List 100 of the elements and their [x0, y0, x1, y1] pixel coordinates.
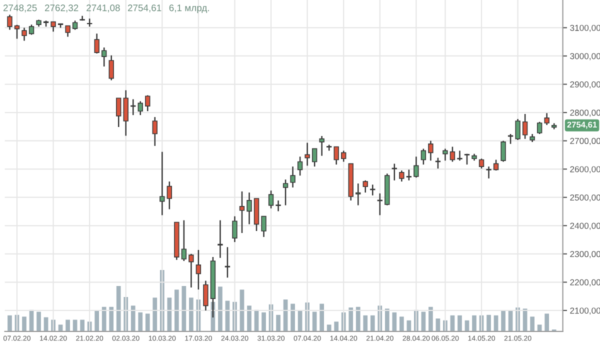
candlestick	[268, 190, 274, 210]
candlestick	[218, 220, 223, 258]
bar	[109, 306, 114, 332]
bar	[145, 314, 150, 332]
candlestick	[160, 151, 165, 216]
candlestick	[428, 140, 434, 162]
bar	[537, 324, 542, 332]
candlestick	[399, 170, 404, 182]
bar	[428, 306, 433, 332]
bar	[189, 298, 194, 332]
candlestick	[246, 192, 252, 225]
candlestick	[203, 280, 208, 312]
candlestick	[28, 24, 34, 36]
bar	[276, 314, 280, 332]
annotation: 6,1 млрд.	[169, 4, 209, 14]
bar	[116, 286, 121, 332]
bar	[530, 316, 534, 332]
candlestick	[536, 121, 542, 135]
candlestick	[362, 180, 368, 194]
candlestick	[232, 216, 238, 243]
candlestick	[196, 249, 202, 290]
candlestick	[486, 166, 492, 180]
candlestick	[22, 27, 27, 42]
candlestick	[297, 156, 303, 176]
bar	[458, 315, 462, 332]
bar	[22, 316, 26, 332]
candlestick	[414, 156, 419, 178]
candlestick	[515, 118, 520, 141]
bar	[399, 316, 404, 332]
bar	[370, 315, 375, 332]
candlestick	[224, 246, 230, 278]
candlestick	[319, 135, 324, 156]
annotation: 2748,25	[3, 4, 37, 12]
candlestick	[370, 184, 376, 196]
bar	[66, 320, 70, 332]
annotation: 2754,61	[128, 4, 162, 12]
bar	[326, 324, 332, 332]
candlestick	[522, 113, 528, 140]
candlestick	[544, 112, 550, 126]
candlestick	[261, 216, 266, 238]
bar	[334, 322, 339, 332]
candlestick	[94, 33, 100, 54]
candlestick	[181, 220, 187, 262]
candlestick	[276, 200, 281, 212]
candlestick	[420, 148, 426, 166]
candlestick	[334, 146, 339, 166]
bar	[36, 312, 41, 332]
bar	[262, 312, 266, 332]
bar	[152, 298, 158, 332]
bar	[421, 312, 426, 332]
candlestick	[123, 90, 128, 136]
text: 2754,61	[567, 122, 597, 129]
bar	[80, 320, 84, 332]
bar	[363, 315, 368, 332]
candlestick	[457, 150, 462, 162]
bar	[247, 306, 252, 332]
candlestick	[500, 140, 506, 162]
bar	[312, 312, 317, 332]
candlestick	[478, 158, 484, 170]
annotation: 2762,32	[44, 4, 78, 12]
candlestick	[145, 94, 150, 112]
candlestick	[65, 25, 70, 38]
candlestick	[493, 159, 499, 172]
candlestick	[282, 178, 288, 206]
bar	[384, 308, 390, 332]
annotation: 2741,08	[86, 4, 120, 12]
bar	[167, 298, 172, 332]
bar	[486, 314, 491, 332]
bar	[174, 290, 179, 332]
candlestick	[450, 146, 456, 162]
candlestick	[72, 20, 78, 30]
candlestick	[152, 116, 158, 147]
bar	[138, 312, 143, 332]
bar	[94, 310, 100, 332]
bar	[72, 320, 78, 332]
bar	[356, 306, 360, 332]
candlestick	[312, 148, 318, 168]
bar	[8, 315, 12, 332]
candlestick	[304, 142, 310, 166]
candlestick	[7, 14, 12, 30]
candlestick	[188, 253, 194, 288]
bar	[501, 310, 506, 332]
candlestick	[166, 180, 172, 210]
candlestick	[108, 54, 114, 81]
candlestick	[138, 100, 143, 116]
bar	[320, 304, 324, 332]
bar	[348, 307, 354, 332]
bar	[218, 286, 222, 332]
candlestick	[101, 46, 107, 68]
candlestick	[50, 21, 56, 32]
bar	[290, 304, 295, 332]
candlestick	[341, 150, 346, 162]
candlestick	[116, 97, 122, 128]
candlestick	[239, 190, 245, 234]
candlestick	[406, 169, 412, 182]
candlestick	[14, 24, 20, 40]
bar	[130, 306, 136, 332]
candlestick	[442, 148, 448, 162]
bar	[102, 306, 106, 332]
bar	[472, 315, 476, 332]
